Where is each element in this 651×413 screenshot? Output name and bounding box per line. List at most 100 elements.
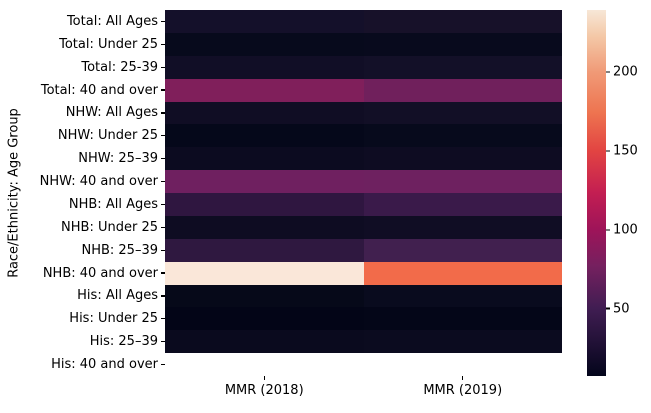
- y-tick-label: His: 25–39: [89, 334, 158, 350]
- heatmap-cell: [363, 101, 562, 125]
- y-tick: NHB: 25–39: [0, 239, 165, 262]
- x-tick-label: MMR (2019): [423, 383, 503, 398]
- heatmap-cell: [363, 215, 562, 239]
- y-tick-label: His: Under 25: [69, 311, 158, 327]
- y-tick-mark: [161, 89, 165, 91]
- y-tick-mark: [161, 135, 165, 137]
- x-tick-label: MMR (2018): [224, 383, 304, 398]
- colorbar-tick: 50: [606, 301, 630, 316]
- y-tick-label: NHB: Under 25: [61, 219, 158, 235]
- y-tick: NHW: 40 and over: [0, 170, 165, 193]
- y-tick-mark: [161, 226, 165, 228]
- y-tick-label: NHW: 40 and over: [39, 174, 158, 190]
- x-tick-area: MMR (2018) MMR (2019): [165, 376, 562, 406]
- y-tick: NHB: All Ages: [0, 193, 165, 216]
- y-tick: NHW: Under 25: [0, 124, 165, 147]
- colorbar-tick-label: 50: [613, 301, 630, 317]
- heatmap-cell: [363, 238, 562, 262]
- heatmap-cell: [165, 170, 364, 193]
- y-tick-label: NHW: 25–39: [78, 151, 158, 167]
- heatmap-cell: [363, 261, 562, 285]
- heatmap-cell: [363, 307, 562, 331]
- x-tick: MMR (2019): [364, 376, 563, 406]
- y-tick-label: NHW: Under 25: [57, 128, 158, 144]
- colorbar: 200 150 100 50: [587, 10, 638, 376]
- x-tick: MMR (2018): [165, 376, 364, 406]
- heatmap-cell: [363, 78, 562, 102]
- heatmap-cell: [165, 261, 364, 285]
- y-tick: NHW: All Ages: [0, 102, 165, 125]
- heatmap-cell: [165, 284, 364, 308]
- y-tick: NHB: 40 and over: [0, 262, 165, 285]
- y-tick-mark: [161, 249, 165, 251]
- y-tick: Total: All Ages: [0, 10, 165, 33]
- heatmap-cell: [363, 170, 562, 193]
- colorbar-tick-mark: [606, 307, 610, 310]
- colorbar-tick: 150: [606, 144, 638, 159]
- heatmap-cell: [165, 32, 364, 56]
- y-tick: NHB: Under 25: [0, 216, 165, 239]
- heatmap-cell: [165, 353, 364, 376]
- heatmap-cell: [165, 10, 364, 33]
- y-tick: His: 25–39: [0, 330, 165, 353]
- colorbar-tick: 100: [606, 222, 638, 237]
- heatmap-cell: [363, 124, 562, 148]
- heatmap-cell: [165, 55, 364, 79]
- heatmap-cell: [165, 193, 364, 216]
- y-tick-mark: [161, 43, 165, 45]
- y-tick-label: NHW: All Ages: [65, 105, 158, 121]
- y-tick: His: Under 25: [0, 307, 165, 330]
- heatmap-cell: [165, 330, 364, 354]
- y-tick-mark: [161, 295, 165, 297]
- y-tick: His: All Ages: [0, 285, 165, 308]
- y-tick-area: Total: All Ages Total: Under 25 Total: 25-…: [0, 10, 165, 376]
- heatmap-cell: [165, 215, 364, 239]
- heatmap-cell: [363, 55, 562, 79]
- y-tick: Total: 40 and over: [0, 79, 165, 102]
- heatmap-cell: [363, 32, 562, 56]
- colorbar-tick-label: 100: [613, 222, 638, 238]
- y-tick-mark: [161, 318, 165, 320]
- y-tick-mark: [161, 363, 165, 366]
- heatmap-cell: [363, 353, 562, 376]
- y-tick-label: Total: All Ages: [66, 13, 158, 29]
- heatmap: [165, 10, 562, 376]
- x-tick-mark: [462, 376, 464, 380]
- colorbar-tick-mark: [606, 150, 610, 152]
- colorbar-tick-mark: [606, 229, 610, 231]
- heatmap-cell: [165, 238, 364, 262]
- y-tick-label: NHB: All Ages: [68, 196, 158, 212]
- y-tick-mark: [161, 66, 165, 68]
- colorbar-gradient: [587, 10, 606, 376]
- colorbar-tick: 200: [606, 65, 638, 80]
- y-tick-mark: [161, 180, 165, 183]
- y-tick-mark: [161, 272, 165, 274]
- y-tick-label: NHB: 25–39: [81, 242, 158, 258]
- y-tick-label: Total: 25-39: [81, 59, 158, 75]
- heatmap-cell: [363, 10, 562, 33]
- y-tick: NHW: 25–39: [0, 147, 165, 170]
- heatmap-cell: [363, 330, 562, 354]
- colorbar-tick-label: 200: [613, 64, 638, 80]
- y-tick-mark: [161, 112, 165, 114]
- y-tick-label: His: All Ages: [77, 288, 158, 304]
- heatmap-cell: [363, 147, 562, 171]
- y-tick-label: His: 40 and over: [51, 357, 158, 373]
- x-tick-mark: [263, 376, 265, 380]
- y-tick-mark: [161, 158, 165, 160]
- y-tick-mark: [161, 341, 165, 343]
- colorbar-tick-mark: [606, 71, 610, 73]
- y-tick: His: 40 and over: [0, 353, 165, 376]
- y-tick-mark: [161, 203, 165, 206]
- y-tick: Total: 25-39: [0, 56, 165, 79]
- heatmap-cell: [363, 284, 562, 308]
- colorbar-tick-label: 150: [613, 143, 638, 159]
- y-tick-label: Total: Under 25: [59, 36, 158, 52]
- heatmap-cell: [165, 78, 364, 102]
- heatmap-cell: [165, 101, 364, 125]
- heatmap-cell: [363, 193, 562, 216]
- heatmap-cell: [165, 307, 364, 331]
- heatmap-cell: [165, 124, 364, 148]
- y-tick: Total: Under 25: [0, 33, 165, 56]
